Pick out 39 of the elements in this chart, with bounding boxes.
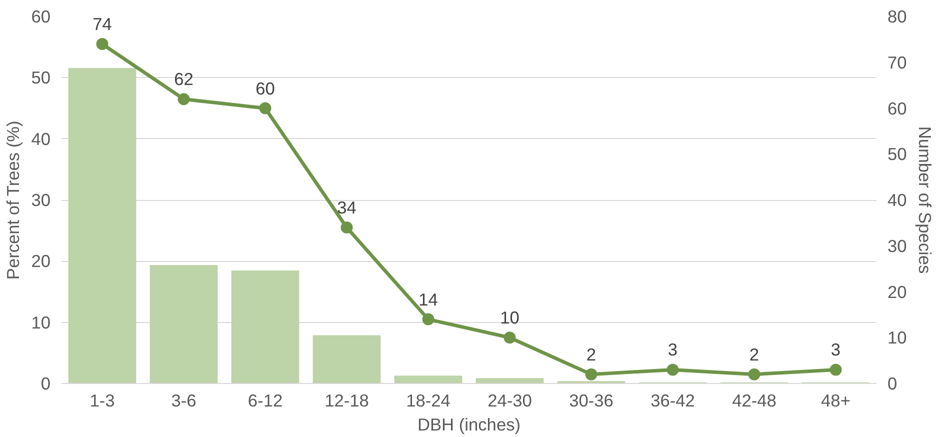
x-tick-label: 42-48	[732, 390, 776, 410]
data-label: 2	[749, 344, 760, 364]
y2-tick-label: 20	[888, 282, 907, 302]
data-label: 10	[500, 308, 520, 328]
y2-tick-label: 80	[888, 6, 907, 26]
data-label: 74	[92, 14, 112, 34]
x-tick-label: 36-42	[650, 390, 695, 410]
data-label: 3	[668, 340, 678, 360]
x-tick-label: 18-24	[406, 390, 451, 410]
y-axis-title: Percent of Trees (%)	[3, 120, 24, 280]
x-tick-label: 3-6	[171, 390, 196, 410]
data-label: 14	[418, 289, 438, 310]
y2-tick-label: 50	[888, 144, 907, 164]
y2-tick-label: 40	[888, 190, 907, 210]
x-tick-label: 24-30	[488, 390, 532, 410]
data-label: 60	[256, 78, 275, 98]
data-label: 2	[586, 344, 596, 364]
x-tick-label: 1-3	[90, 390, 115, 410]
x-tick-label: 30-36	[569, 390, 614, 410]
y-tick-label: 40	[31, 128, 51, 149]
data-label: 34	[337, 198, 357, 218]
y-tick-label: 0	[40, 374, 51, 394]
y-tick-label: 10	[31, 312, 51, 332]
data-label: 3	[830, 340, 841, 360]
y2-tick-label: 70	[888, 52, 907, 72]
y2-tick-label: 60	[888, 98, 907, 118]
x-tick-label: 48+	[821, 390, 850, 410]
y2-tick-label: 30	[888, 236, 907, 256]
y-tick-label: 30	[31, 190, 51, 210]
x-axis-title: DBH (inches)	[417, 414, 521, 434]
y-tick-label: 50	[31, 68, 51, 88]
x-tick-label: 12-18	[324, 390, 369, 410]
y2-tick-label: 10	[888, 328, 907, 348]
x-tick-label: 6-12	[248, 390, 283, 410]
y2-axis-title: Number of Species	[914, 126, 935, 274]
y2-tick-label: 0	[888, 374, 898, 394]
y-tick-label: 60	[31, 6, 51, 26]
y-tick-label: 20	[31, 251, 51, 272]
data-label: 62	[174, 69, 194, 90]
